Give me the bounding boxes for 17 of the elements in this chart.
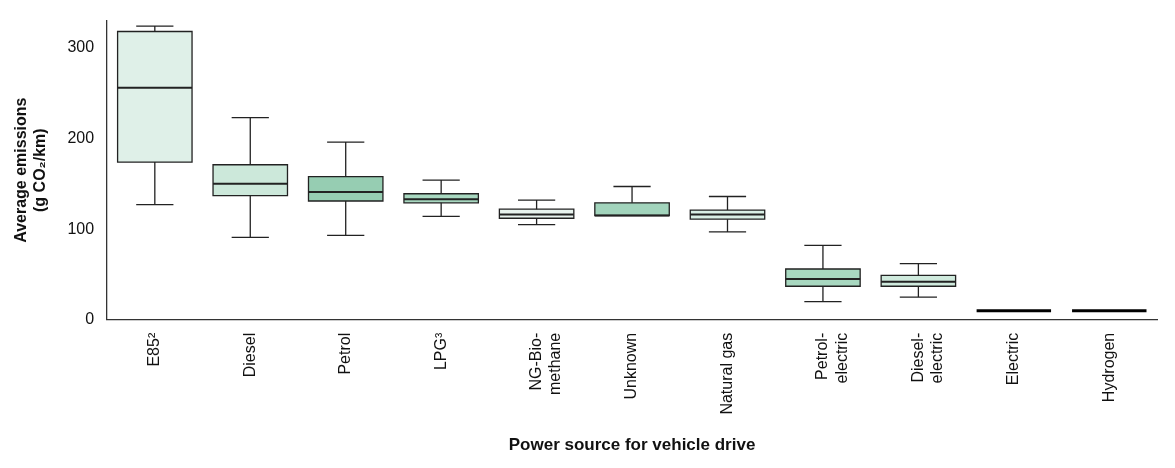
x-tick-label: Petrol (336, 332, 354, 375)
y-tick-label: 100 (67, 219, 95, 237)
x-tick-label: Hydrogen (1099, 332, 1117, 403)
y-tick-label: 200 (67, 128, 95, 146)
x-tick-label: Unknown (622, 332, 640, 400)
x-tick-label: Electric (1004, 332, 1022, 386)
x-tick-label: Diesel-electric (908, 332, 945, 384)
x-tick-label: E85² (145, 332, 163, 367)
x-tick-label: NG-Bio-methane (527, 332, 564, 396)
x-tick-label: LPG³ (431, 332, 449, 371)
x-tick-label: Diesel (240, 332, 258, 378)
x-tick-label: Petrol-electric (813, 332, 850, 384)
y-tick-label: 300 (67, 38, 95, 56)
x-axis-title: Power source for vehicle drive (508, 435, 756, 455)
y-tick-label: 0 (85, 310, 95, 328)
x-tick-label: Natural gas (717, 332, 735, 415)
y-axis-title: Average emissions (g CO₂/km) (12, 97, 49, 243)
